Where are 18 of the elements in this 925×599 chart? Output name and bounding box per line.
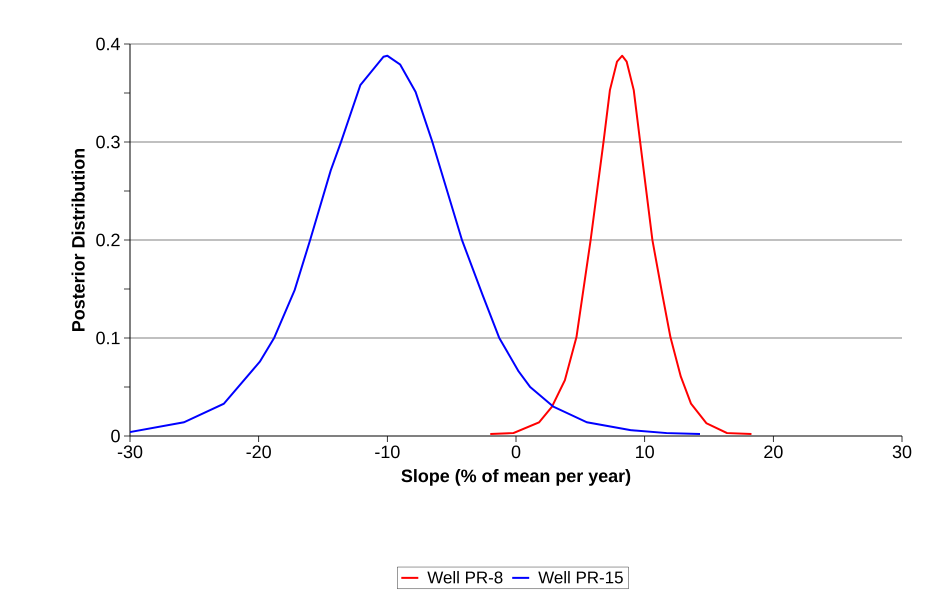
y-axis-title: Posterior Distribution (72, 148, 85, 331)
legend-label: Well PR-8 (427, 571, 502, 584)
y-tick-label: 0.3 (96, 136, 120, 148)
x-tick-label: 10 (636, 446, 654, 458)
y-tick-label: 0.4 (96, 38, 120, 50)
x-tick-label: -20 (246, 446, 271, 458)
x-tick-label: 0 (512, 446, 520, 458)
x-tick-label: 30 (892, 446, 912, 458)
legend-label: Well PR-15 (538, 571, 623, 584)
x-tick-label: -30 (118, 446, 142, 458)
y-tick-label: 0.2 (96, 234, 120, 246)
y-tick-label: 0.1 (96, 332, 120, 344)
x-tick-label: 20 (764, 446, 783, 458)
y-tick-label: 0 (111, 430, 120, 442)
line-series (129, 54, 701, 436)
x-axis-title: Slope (% of mean per year) (401, 469, 630, 486)
line-series (489, 54, 752, 436)
x-tick-label: -10 (375, 446, 400, 458)
